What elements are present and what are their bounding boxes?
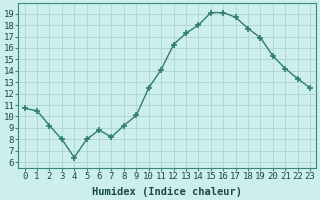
X-axis label: Humidex (Indice chaleur): Humidex (Indice chaleur) [92,186,242,197]
